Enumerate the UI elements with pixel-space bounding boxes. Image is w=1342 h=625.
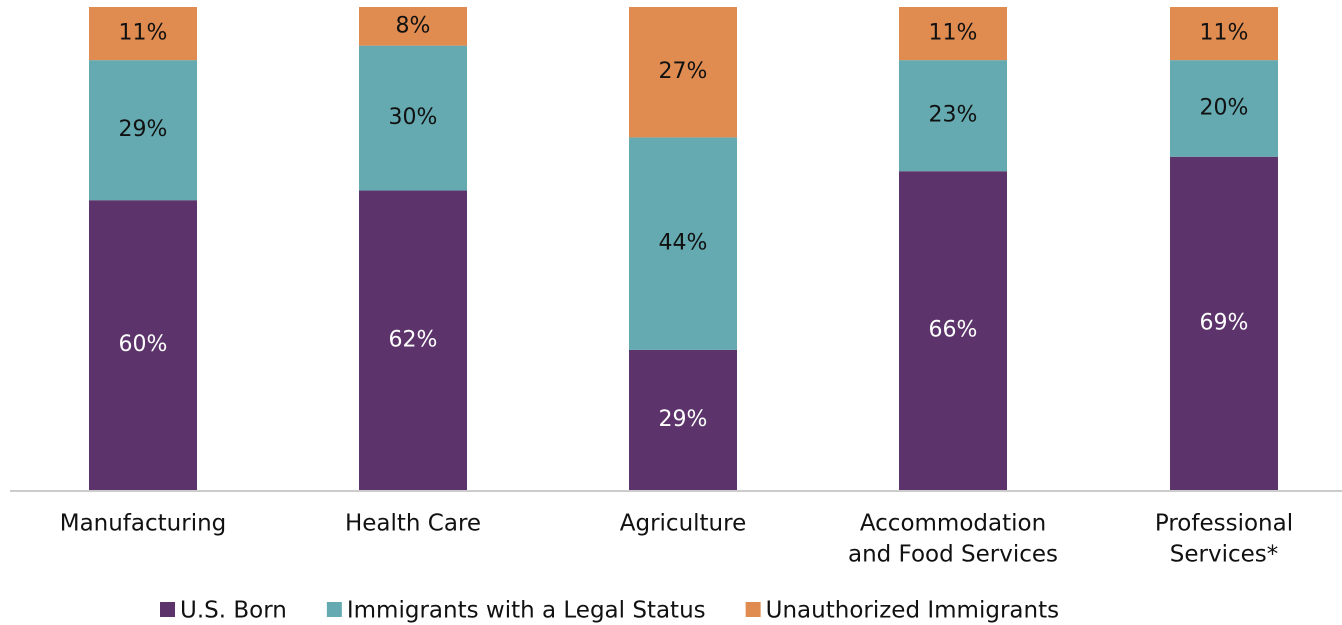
bar-segment: [359, 7, 467, 46]
x-tick-label: Accommodation: [860, 511, 1046, 537]
legend-swatch: [326, 602, 342, 617]
data-label: 11%: [929, 21, 978, 46]
data-label: 11%: [1200, 21, 1249, 46]
data-label: 27%: [659, 59, 708, 84]
x-tick-label: Health Care: [345, 511, 481, 537]
bar-segment: [899, 171, 1007, 490]
bar-segment: [629, 7, 737, 138]
bar-segment: [359, 45, 467, 191]
x-tick-label: and Food Services: [848, 542, 1058, 568]
data-label: 11%: [119, 21, 168, 46]
data-label: 20%: [1200, 95, 1249, 120]
x-tick-label: Professional: [1155, 511, 1293, 537]
bar-segment: [89, 7, 197, 61]
bar-segment: [1170, 7, 1278, 61]
legend-swatch: [160, 602, 175, 617]
x-tick-label: Services*: [1170, 542, 1279, 568]
data-label: 30%: [389, 105, 438, 130]
data-label: 62%: [389, 327, 438, 352]
data-label: 29%: [659, 407, 708, 432]
bar-segment: [899, 60, 1007, 172]
bar-segment: [89, 60, 197, 201]
data-label: 44%: [659, 231, 708, 256]
data-label: 66%: [929, 318, 978, 343]
bar-segment: [89, 200, 197, 490]
x-tick-label: Agriculture: [620, 511, 747, 537]
legend-swatch: [745, 602, 761, 617]
x-tick-label: Manufacturing: [60, 511, 227, 537]
legend-label: Unauthorized Immigrants: [766, 598, 1059, 624]
bar-segment: [899, 7, 1007, 61]
data-label: 23%: [929, 103, 978, 128]
bar-segment: [629, 137, 737, 350]
data-label: 8%: [396, 13, 431, 38]
data-label: 69%: [1200, 310, 1249, 335]
legend-label: Immigrants with a Legal Status: [347, 598, 706, 624]
data-label: 60%: [119, 332, 168, 357]
data-label: 29%: [119, 117, 168, 142]
bar-segment: [629, 349, 737, 490]
bar-segment: [359, 190, 467, 491]
bar-segment: [1170, 60, 1278, 157]
bar-segment: [1170, 156, 1278, 491]
legend-label: U.S. Born: [180, 598, 287, 624]
